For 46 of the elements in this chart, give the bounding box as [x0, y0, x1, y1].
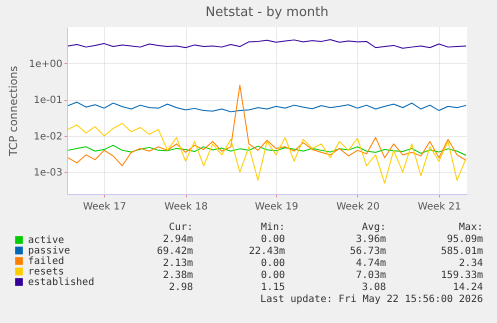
text: Min:: [260, 222, 285, 234]
text: Cur:: [168, 222, 193, 234]
text: 3.96m: [356, 234, 386, 246]
legend-label: failed: [28, 256, 64, 267]
x-tick-label: Week 19: [254, 202, 298, 212]
legend-label: resets: [28, 266, 64, 278]
text: 585.01m: [440, 246, 483, 258]
text: 0.00: [260, 270, 285, 282]
legend-label: active: [28, 235, 64, 246]
text: 22.43m: [248, 246, 285, 258]
text: 0.00: [260, 258, 285, 270]
text: Avg:: [362, 222, 386, 234]
y-tick-label: 1e+00: [28, 58, 62, 70]
y-tick-label: 1e-02: [34, 131, 62, 142]
text: Max:: [458, 222, 483, 234]
x-tick-label: Week 18: [164, 202, 208, 212]
y-tick-label: 1e-01: [34, 95, 62, 106]
legend-label: established: [28, 277, 94, 288]
text: 2.98: [168, 282, 193, 294]
text: 159.33m: [440, 270, 483, 282]
text: 1.15: [260, 282, 285, 294]
line-series: [67, 144, 467, 156]
x-tick-label: Week 20: [336, 202, 380, 212]
line-series: [67, 84, 467, 166]
text: 2.13m: [162, 258, 193, 270]
text: 4.74m: [356, 258, 386, 270]
text: 56.73m: [350, 246, 386, 258]
y-tick-label: 1e-03: [34, 168, 62, 179]
text: 69.42m: [156, 246, 193, 258]
text: 0.00: [260, 234, 285, 246]
text: 14.24: [452, 282, 483, 294]
legend-label: passive: [28, 246, 70, 256]
x-tick-label: Week 17: [82, 202, 126, 212]
line-series: [67, 122, 467, 184]
x-tick-label: Week 21: [418, 202, 462, 212]
line-series: [67, 102, 467, 112]
text: 2.38m: [162, 270, 193, 282]
line-series: [67, 39, 467, 49]
chart-title: Netstat - by month: [206, 5, 328, 20]
text: 2.34: [458, 258, 483, 270]
text: 95.09m: [446, 234, 483, 246]
text: 7.03m: [356, 270, 386, 282]
text: 2.94m: [162, 234, 193, 246]
text: 3.08: [362, 282, 386, 294]
y-axis-title: TCP connections: [6, 66, 20, 158]
text: Last update: Fri May 22 15:56:00 2026: [260, 294, 483, 306]
